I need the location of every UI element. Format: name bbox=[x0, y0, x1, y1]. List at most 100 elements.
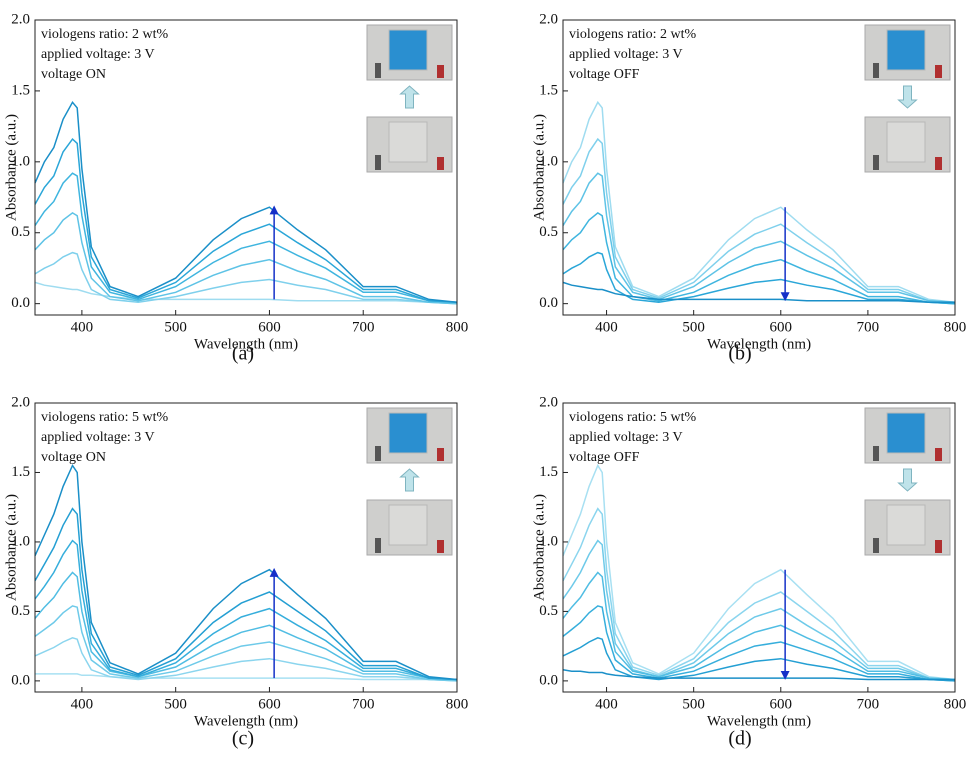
photo-arrow bbox=[897, 468, 918, 492]
y-tick-label: 1.0 bbox=[11, 153, 30, 169]
y-tick-label: 0.5 bbox=[539, 224, 558, 240]
y-tick-label: 0.5 bbox=[11, 603, 30, 619]
x-axis-title: Wavelength (nm) bbox=[194, 713, 298, 729]
spectrum-line bbox=[34, 637, 458, 682]
clip-left bbox=[375, 446, 381, 461]
device-film bbox=[388, 504, 428, 546]
panel-label: (b) bbox=[728, 343, 751, 365]
x-tick-label: 400 bbox=[71, 319, 94, 335]
x-axis-title: Wavelength (nm) bbox=[707, 336, 811, 352]
y-tick-label: 2.0 bbox=[539, 394, 558, 410]
y-axis-title: Absorbance (a.u.) bbox=[3, 114, 19, 221]
x-tick-label: 800 bbox=[446, 696, 469, 712]
y-tick-label: 0.0 bbox=[11, 295, 30, 311]
y-tick-label: 1.5 bbox=[539, 464, 558, 480]
clip-right bbox=[437, 65, 444, 78]
spectrum-line bbox=[34, 172, 458, 303]
x-tick-label: 600 bbox=[770, 319, 793, 335]
y-tick-label: 1.5 bbox=[11, 82, 30, 98]
y-axis-title: Absorbance (a.u.) bbox=[531, 494, 547, 601]
x-tick-label: 700 bbox=[352, 696, 375, 712]
y-tick-label: 1.0 bbox=[11, 533, 30, 549]
spectrum-line bbox=[34, 137, 458, 303]
plot-frame bbox=[562, 402, 956, 693]
panel-label: (a) bbox=[232, 343, 254, 365]
y-tick-label: 0.0 bbox=[11, 672, 30, 688]
annotation: viologens ratio: 5 wt% bbox=[569, 410, 696, 425]
device-film bbox=[886, 121, 926, 163]
x-tick-label: 500 bbox=[682, 696, 705, 712]
spectrum-line bbox=[562, 669, 955, 681]
x-tick-label: 600 bbox=[770, 696, 793, 712]
y-tick-label: 0.5 bbox=[11, 224, 30, 240]
x-tick-label: 700 bbox=[857, 696, 880, 712]
device-film bbox=[886, 29, 926, 71]
panel: 400 500 600 700 800 0.0 0.5 1.0 1.5 2.0 Wavelength… bbox=[3, 11, 468, 364]
photo-arrow bbox=[399, 85, 420, 109]
device-film bbox=[388, 29, 428, 71]
x-axis-title: Wavelength (nm) bbox=[194, 336, 298, 352]
annotation: viologens ratio: 2 wt% bbox=[569, 27, 696, 42]
spectrum-line bbox=[562, 211, 956, 305]
x-tick-label: 600 bbox=[258, 319, 281, 335]
annotation: voltage OFF bbox=[569, 450, 640, 465]
clip-left bbox=[375, 63, 381, 78]
x-tick-label: 700 bbox=[352, 319, 375, 335]
spectrum-line bbox=[34, 605, 458, 682]
device-film bbox=[886, 504, 926, 546]
spectrum-line bbox=[562, 100, 956, 303]
clip-right bbox=[437, 540, 444, 553]
annotation: applied voltage: 3 V bbox=[41, 430, 155, 445]
y-tick-label: 1.5 bbox=[539, 82, 558, 98]
spectrum-line bbox=[34, 463, 458, 681]
spectrum-line bbox=[34, 251, 458, 305]
clip-left bbox=[375, 538, 381, 553]
spectrum-line bbox=[562, 172, 956, 303]
clip-right bbox=[935, 157, 942, 170]
y-tick-label: 2.0 bbox=[11, 11, 30, 27]
x-tick-label: 500 bbox=[164, 696, 187, 712]
annotation: viologens ratio: 2 wt% bbox=[41, 27, 168, 42]
y-tick-label: 2.0 bbox=[539, 11, 558, 27]
annotation: voltage OFF bbox=[569, 67, 640, 82]
spectrum-line bbox=[562, 605, 956, 682]
device-film bbox=[388, 121, 428, 163]
plot-frame bbox=[34, 402, 458, 693]
x-axis-title: Wavelength (nm) bbox=[707, 713, 811, 729]
spectrum-line bbox=[34, 100, 458, 303]
device-film bbox=[388, 412, 428, 454]
clip-left bbox=[873, 155, 879, 170]
clip-left bbox=[375, 155, 381, 170]
panel: 400 500 600 700 800 0.0 0.5 1.0 1.5 2.0 Wavelength… bbox=[3, 394, 468, 749]
spectrum-line bbox=[562, 281, 955, 303]
spectrum-line bbox=[34, 571, 458, 681]
clip-left bbox=[873, 446, 879, 461]
x-tick-label: 400 bbox=[595, 696, 618, 712]
clip-left bbox=[873, 538, 879, 553]
x-tick-label: 800 bbox=[944, 696, 967, 712]
annotation: voltage ON bbox=[41, 450, 106, 465]
spectrum-line bbox=[562, 571, 956, 681]
y-tick-label: 0.5 bbox=[539, 603, 558, 619]
spectrum-line bbox=[562, 137, 956, 303]
spectrum-line bbox=[34, 507, 458, 681]
panel-label: (c) bbox=[232, 728, 254, 750]
y-tick-label: 0.0 bbox=[539, 672, 558, 688]
x-tick-label: 700 bbox=[857, 319, 880, 335]
panel: 400 500 600 700 800 0.0 0.5 1.0 1.5 2.0 Wavelength… bbox=[531, 11, 966, 364]
x-tick-label: 400 bbox=[71, 696, 94, 712]
device-film bbox=[886, 412, 926, 454]
x-tick-label: 800 bbox=[446, 319, 469, 335]
clip-right bbox=[437, 448, 444, 461]
clip-right bbox=[935, 448, 942, 461]
clip-right bbox=[935, 540, 942, 553]
annotation: applied voltage: 3 V bbox=[41, 47, 155, 62]
y-tick-label: 1.5 bbox=[11, 464, 30, 480]
clip-right bbox=[437, 157, 444, 170]
panel-label: (d) bbox=[728, 728, 751, 750]
x-tick-label: 400 bbox=[595, 319, 618, 335]
annotation: voltage ON bbox=[41, 67, 106, 82]
annotation: applied voltage: 3 V bbox=[569, 430, 683, 445]
y-axis-title: Absorbance (a.u.) bbox=[531, 114, 547, 221]
